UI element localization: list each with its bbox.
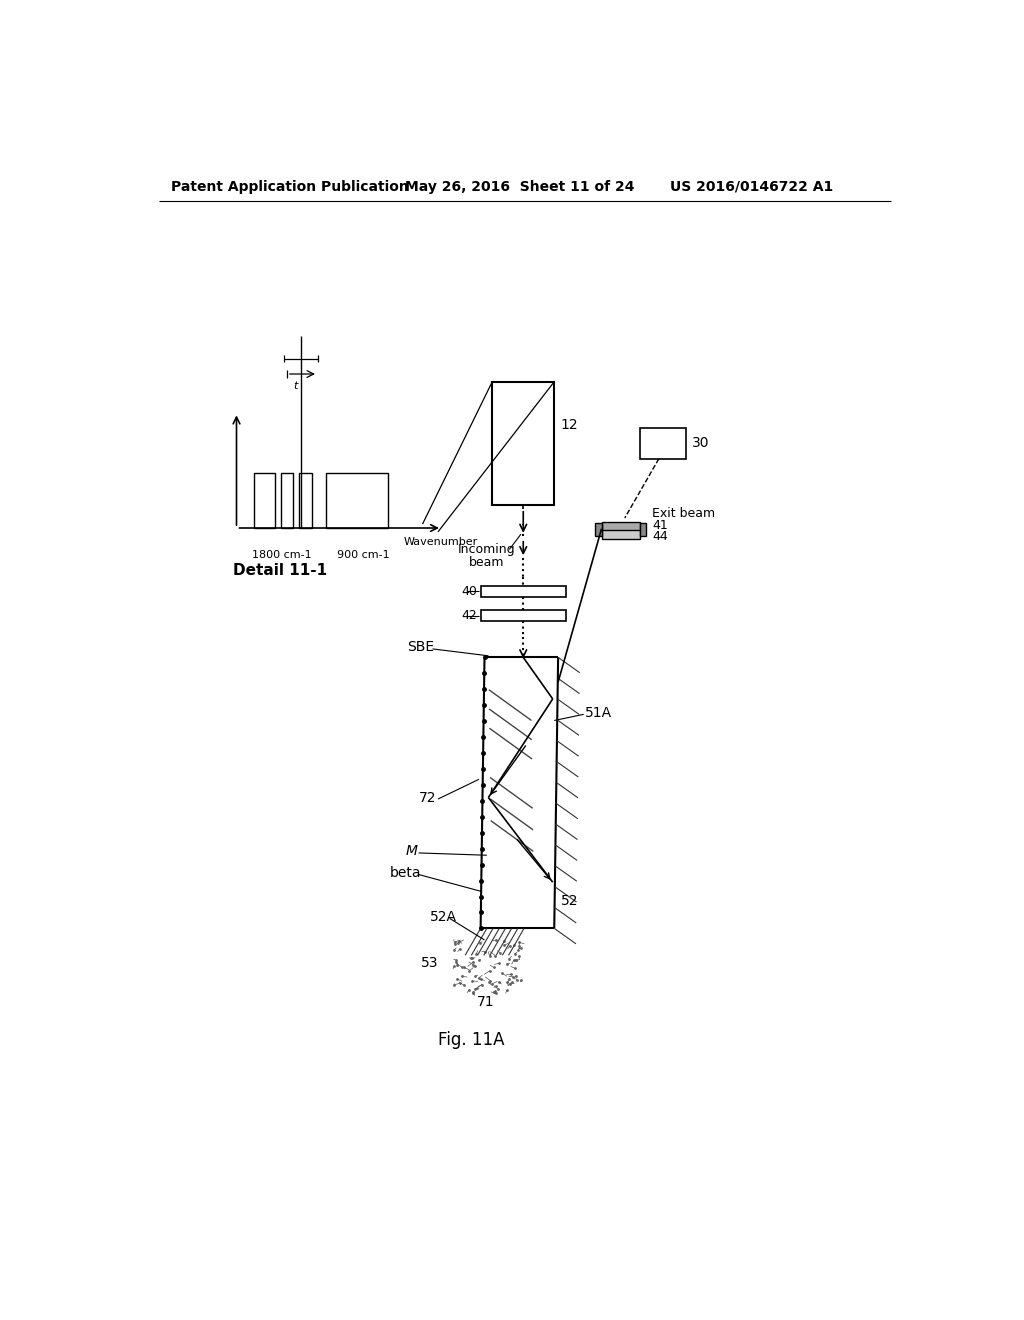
Text: 44: 44 [652,529,668,543]
Text: t: t [293,380,297,391]
Bar [640,428,686,459]
Text: 72: 72 [419,791,436,804]
Text: Detail 11-1: Detail 11-1 [232,562,327,578]
Text: Patent Application Publication: Patent Application Publication [171,180,409,194]
Text: 12: 12 [560,418,579,432]
Text: 71: 71 [477,994,495,1008]
Bar [254,473,275,528]
Text: beam: beam [469,556,505,569]
Text: 42: 42 [461,610,477,622]
Text: SBE: SBE [407,640,434,655]
Text: 53: 53 [421,956,438,970]
Bar [595,523,601,536]
Text: Incoming: Incoming [458,543,515,556]
Bar [299,473,312,528]
Bar [601,529,640,539]
Bar [480,586,566,597]
Text: 51A: 51A [586,706,612,719]
Bar [640,523,646,536]
Text: M: M [406,845,418,858]
Text: US 2016/0146722 A1: US 2016/0146722 A1 [671,180,834,194]
Bar [493,381,554,506]
Text: 52A: 52A [430,909,458,924]
Text: 1800 cm-1: 1800 cm-1 [252,550,311,560]
Text: 40: 40 [461,585,477,598]
Text: Wavenumber: Wavenumber [403,537,477,546]
Bar [601,521,640,531]
Text: 900 cm-1: 900 cm-1 [337,550,390,560]
Text: Fig. 11A: Fig. 11A [438,1031,505,1049]
Text: beta: beta [390,866,422,880]
Text: Exit beam: Exit beam [652,507,715,520]
Text: May 26, 2016  Sheet 11 of 24: May 26, 2016 Sheet 11 of 24 [406,180,635,194]
Text: 52: 52 [560,895,578,908]
Bar [326,473,388,528]
Text: 30: 30 [692,437,710,450]
Text: 41: 41 [652,519,668,532]
Bar [282,473,293,528]
Bar [480,610,566,622]
